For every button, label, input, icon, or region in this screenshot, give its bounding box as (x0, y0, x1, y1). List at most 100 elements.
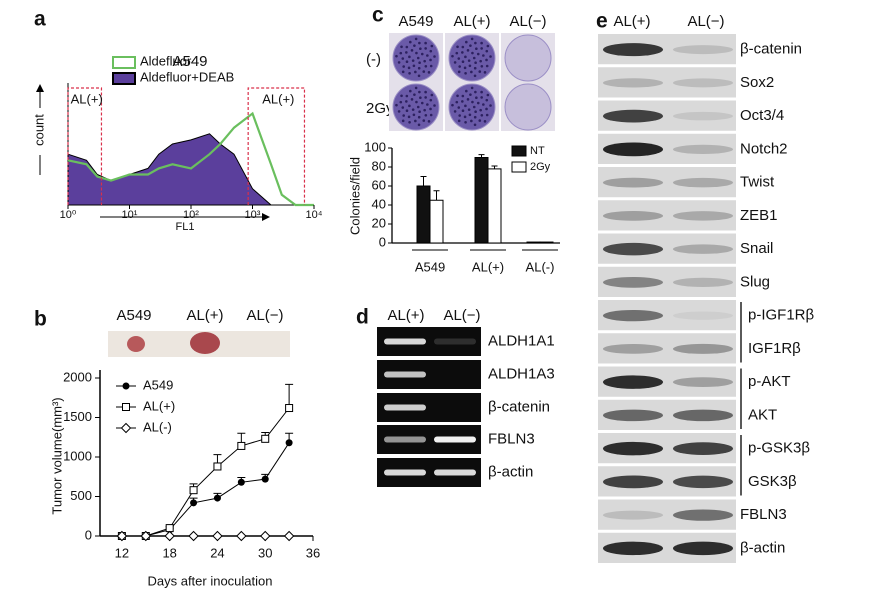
photo-label: AL(−) (246, 307, 283, 324)
gel-band (384, 404, 426, 411)
gate-label: AL(+) (71, 91, 103, 106)
point (283, 530, 295, 542)
legend-label: Aldefluor (140, 53, 192, 68)
column-label: AL(−) (687, 13, 724, 30)
colony (476, 52, 480, 56)
photo-label: A549 (116, 307, 151, 324)
y-tick-label: 500 (70, 488, 92, 503)
blot-strip (598, 67, 736, 98)
row-label: 2Gy (366, 100, 394, 117)
colony (480, 47, 483, 50)
column-label: AL(+) (453, 13, 490, 30)
colony (483, 71, 487, 74)
row-label: GSK3β (748, 473, 797, 490)
legend-marker (120, 422, 132, 434)
x-tick-label: 10⁰ (60, 209, 77, 221)
tumor (190, 332, 220, 354)
row-label: p-IGF1Rβ (748, 307, 815, 324)
plate (448, 34, 496, 82)
histogram-line (67, 111, 314, 207)
point (116, 530, 128, 542)
colony (476, 101, 480, 105)
colony (429, 107, 432, 111)
point (213, 462, 222, 471)
colony (408, 55, 411, 59)
colony (464, 120, 467, 124)
y-tick-label: 0 (379, 234, 386, 249)
x-tick-label: 36 (306, 545, 320, 560)
colony (451, 54, 454, 58)
colony (461, 60, 465, 64)
row-label: (-) (366, 51, 381, 68)
colony (424, 113, 428, 117)
colony (474, 41, 477, 45)
y-tick-label: 2000 (63, 369, 92, 384)
legend-swatch (112, 56, 136, 69)
blot-strip (598, 266, 736, 297)
colony (426, 54, 429, 57)
colony (433, 104, 436, 107)
blot-band (603, 109, 663, 123)
point (164, 530, 175, 542)
colony (457, 106, 461, 109)
colony (479, 108, 482, 112)
colony (395, 103, 398, 107)
y-tick-label: 1000 (63, 448, 92, 463)
point (165, 524, 174, 533)
row-label: IGF1Rβ (748, 340, 801, 357)
colony (455, 51, 459, 55)
blot-band (673, 45, 733, 55)
blot-band (603, 409, 663, 422)
colony (399, 51, 403, 55)
row-label: β-actin (488, 463, 533, 480)
gel-band (384, 371, 426, 378)
legend-marker (122, 382, 130, 390)
x-tick-label: 12 (115, 545, 129, 560)
colony (407, 115, 411, 119)
column-label: A549 (398, 13, 433, 30)
colony (473, 66, 477, 70)
y-axis-label: Colonies/field (347, 157, 362, 235)
blot-band (673, 277, 733, 287)
colony (480, 96, 483, 99)
colony (458, 114, 461, 117)
colony (456, 45, 459, 49)
colony (482, 54, 485, 57)
point (261, 475, 269, 483)
colony (416, 105, 420, 109)
colony (417, 123, 421, 127)
y-axis-label: Tumor volume(mm³) (49, 397, 64, 514)
colony (465, 40, 468, 44)
colony (418, 61, 421, 64)
colony (465, 89, 468, 93)
x-tick-label: AL(+) (472, 259, 504, 274)
colony (457, 57, 461, 60)
legend-label: AL(+) (143, 398, 175, 413)
blot-band (603, 210, 663, 221)
colony (469, 93, 472, 96)
legend-marker (122, 403, 130, 411)
colony (414, 86, 418, 90)
colony (414, 119, 417, 123)
colony (485, 113, 489, 117)
y-tick-label: 40 (372, 196, 386, 211)
colony (401, 119, 405, 123)
colony (405, 60, 409, 64)
colony (489, 104, 492, 107)
colony (461, 109, 465, 113)
axis-arrowhead (262, 213, 270, 221)
plate (504, 34, 552, 82)
colony (405, 45, 409, 49)
colony (418, 110, 421, 113)
error-bar (491, 165, 498, 169)
colony (401, 106, 405, 109)
legend-swatch (511, 161, 527, 173)
row-label: Snail (740, 240, 773, 257)
blot-band (603, 309, 663, 322)
colony (474, 61, 477, 64)
point (190, 499, 198, 507)
colony (424, 96, 427, 99)
column-label: AL(+) (613, 13, 650, 30)
colony (420, 52, 424, 56)
